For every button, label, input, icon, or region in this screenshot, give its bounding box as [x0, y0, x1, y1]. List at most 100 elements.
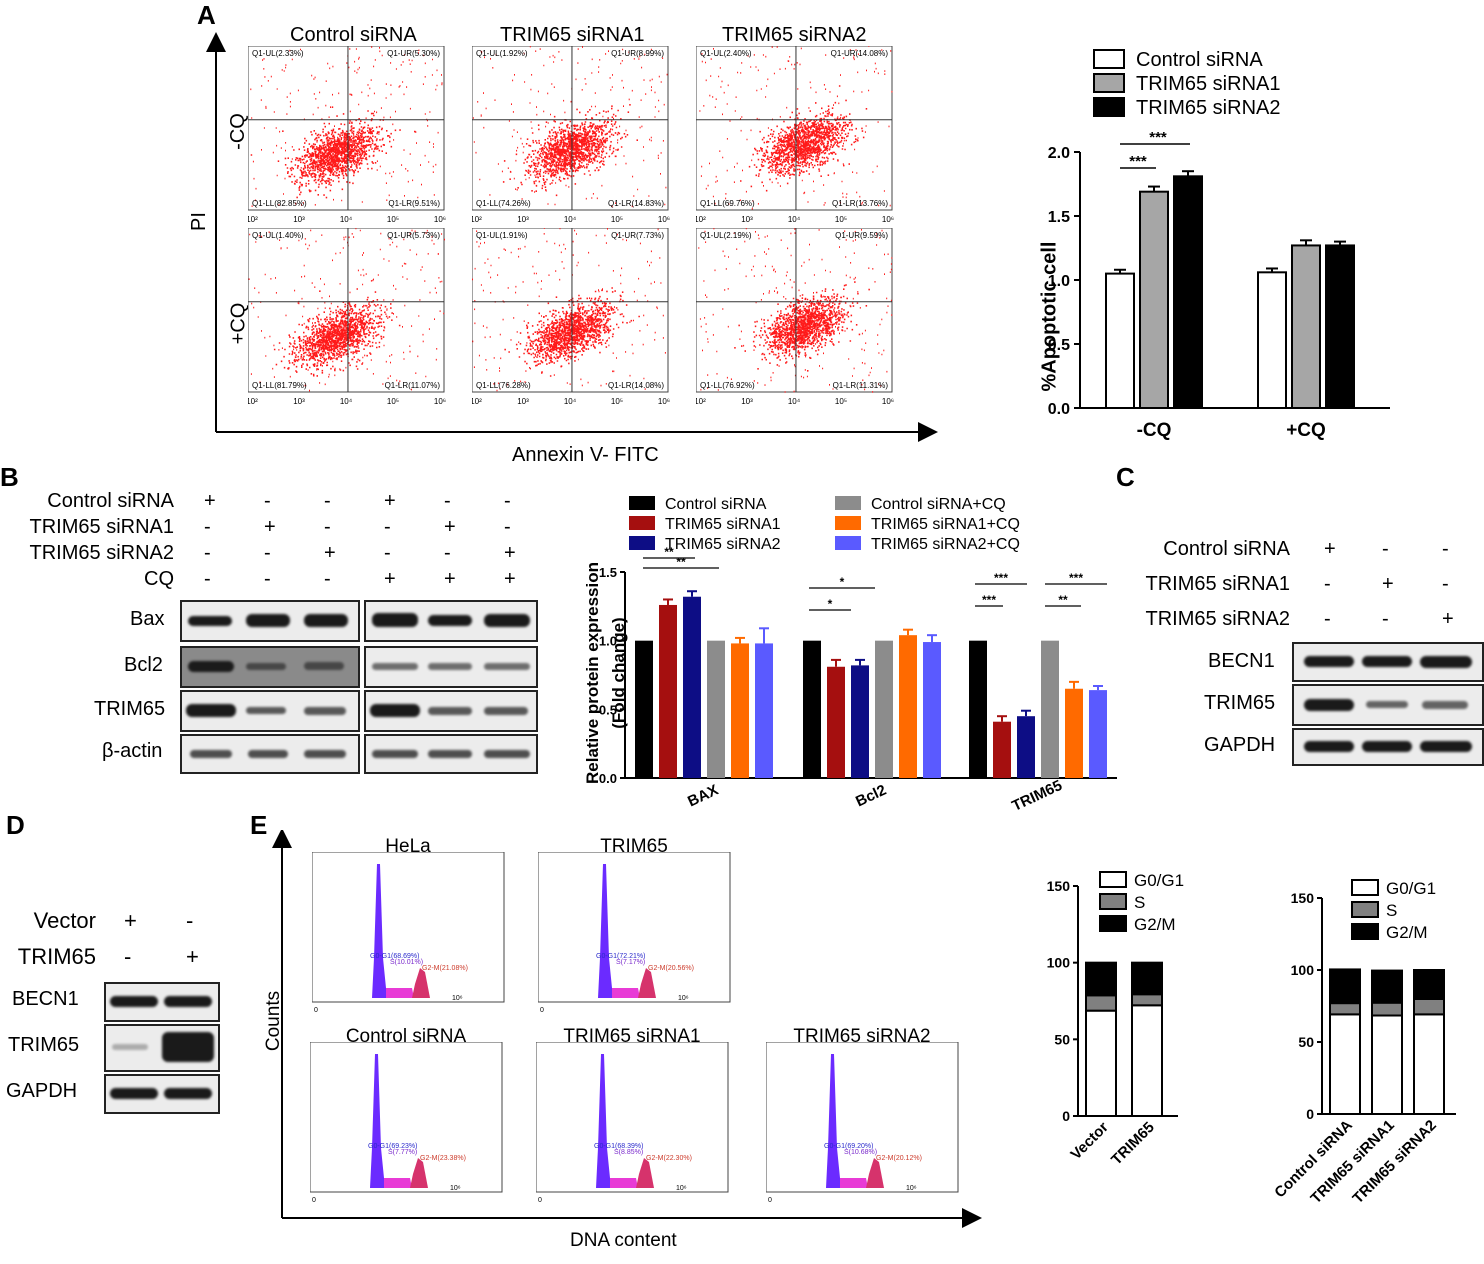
x-tick: 10²	[696, 397, 706, 406]
bar-control-sirna	[969, 640, 987, 778]
s-phase	[386, 988, 414, 998]
quadrant-lr: Q1-LR(9.51%)	[388, 199, 440, 208]
legend-label: G0/G1	[1134, 871, 1184, 890]
quadrant-ur: Q1-UR(7.73%)	[611, 231, 664, 240]
col-title-sirna1: TRIM65 siRNA1	[500, 24, 645, 46]
g2-peak	[636, 1158, 654, 1188]
x-tick: 10⁵	[835, 215, 847, 224]
flow-plot-svg: Q1-UL(1.92%) Q1-UR(8.99%) Q1-LL(74.26%) Q1-…	[457, 45, 670, 224]
x-category-label: TRIM65	[1009, 777, 1065, 815]
stack-g0-g1	[1131, 1004, 1163, 1117]
flow-events	[699, 45, 893, 210]
quadrant-ul: Q1-UL(2.33%)	[252, 49, 304, 58]
treatment-mark: +	[384, 568, 396, 590]
stack-g2-m	[1131, 961, 1163, 996]
g1-label: G0-G1(72.21%)	[596, 953, 645, 960]
y-tick-label: 2.0	[1048, 145, 1070, 162]
stack-s	[1371, 1001, 1403, 1017]
flow-plot: Q1-UL(2.33%) Q1-UR(5.30%) Q1-LL(82.85%) Q1-…	[233, 45, 446, 230]
bar-trim65-sirna2-cq	[923, 642, 941, 778]
x-category-label: Bcl2	[853, 782, 889, 811]
x-tick: 10⁴	[788, 215, 801, 224]
flow-plot-svg: Q1-UL(2.19%) Q1-UR(9.59%) Q1-LL(76.92%) Q1-…	[681, 227, 894, 406]
bar-trim65-sirna1	[993, 721, 1011, 778]
panel-e-cellcycle: Counts DNA content HeLa G0-G1(68.69%) S(10…	[250, 828, 990, 1259]
g2-label: G2-M(20.56%)	[648, 965, 694, 972]
col-title-sirna2: TRIM65 siRNA2	[722, 24, 867, 46]
treatment-label: TRIM65 siRNA1	[29, 516, 174, 538]
dna-axis-label: DNA content	[570, 1230, 677, 1251]
bar-control-sirna	[1257, 271, 1287, 409]
blot-bax-right	[364, 600, 538, 642]
quadrant-ur: Q1-UR(8.99%)	[611, 49, 664, 58]
bar-trim65-sirna2	[1325, 244, 1355, 409]
treatment-mark: -	[264, 568, 271, 590]
apoptosis-ylabel: %Apoptotic cell	[1038, 241, 1061, 392]
x-tick: 10⁵	[611, 215, 623, 224]
sig-label: *	[828, 597, 833, 611]
treatment-mark: +	[1442, 608, 1454, 630]
treatment-mark: -	[124, 944, 132, 969]
protein-chart: 0.0 0.5 1.0 1.5 BAX Bcl2 TRIM65 ** ** * * *** *** ** *…	[545, 488, 1125, 818]
y-tick-label: 1.5	[599, 565, 617, 580]
plot-frame	[471, 227, 669, 393]
panel-label-b: B	[0, 462, 19, 492]
histogram: TRIM65 siRNA1 G0-G1(68.39%) S(8.85%) G2-M(2…	[535, 1026, 734, 1208]
x-tick: 10⁴	[340, 215, 353, 224]
s-label: S(10.68%)	[844, 1149, 877, 1156]
sig-label: **	[676, 555, 686, 569]
treatment-mark: -	[204, 568, 211, 590]
g1-peak	[370, 1054, 386, 1188]
histogram: TRIM65 siRNA2 G0-G1(69.20%) S(10.68%) G2-M(…	[765, 1026, 964, 1208]
histogram-title: TRIM65	[600, 836, 668, 857]
x-category-label: TRIM65	[1108, 1119, 1158, 1169]
d-label-gapdh: GAPDH	[6, 1080, 78, 1102]
treatment-mark: +	[1324, 538, 1336, 560]
x-tick: 10³	[293, 397, 305, 406]
x-tick: 10²	[248, 215, 258, 224]
bar-trim65-sirna1	[827, 666, 845, 778]
pi-axis-label: PI	[187, 212, 210, 231]
bar-trim65-sirna2	[851, 665, 869, 778]
g1-label: G0-G1(68.69%)	[370, 953, 419, 960]
treatment-mark: -	[384, 542, 391, 564]
histogram-title: Control siRNA	[345, 1026, 467, 1047]
sig-label: ***	[1149, 129, 1167, 146]
panel-label-a: A	[197, 0, 216, 30]
treatment-label: TRIM65	[17, 944, 96, 969]
legend-label: TRIM65 siRNA2+CQ	[871, 536, 1020, 553]
x-tick: 10⁶	[434, 397, 446, 406]
blot-label-trim65: TRIM65	[94, 698, 166, 720]
panel-label-d: D	[6, 810, 25, 840]
quadrant-ur: Q1-UR(14.08%)	[831, 49, 889, 58]
sig-label: ***	[1069, 571, 1083, 585]
stack-s	[1085, 994, 1117, 1012]
stack-g0-g1	[1371, 1014, 1403, 1115]
treatment-mark: +	[1382, 573, 1394, 595]
quadrant-ur: Q1-UR(5.30%)	[387, 49, 440, 58]
x-tick: 0	[538, 1197, 542, 1204]
x-tick: 0	[540, 1007, 544, 1014]
g1-peak	[826, 1054, 842, 1188]
legend-label: Control siRNA	[1136, 49, 1263, 71]
annexin-axis-label: Annexin V- FITC	[512, 444, 659, 466]
histogram-svg: G0-G1(68.69%)S(10.01%)G2-M(21.08%) 0 10⁶	[311, 851, 505, 1014]
histogram-svg: G0-G1(69.20%)S(10.68%)G2-M(20.12%) 0 10⁶	[765, 1041, 959, 1204]
x-tick: 10⁶	[452, 995, 463, 1002]
flow-plot-svg: Q1-UL(1.91%) Q1-UR(7.73%) Q1-LL(76.28%) Q1-…	[457, 227, 670, 406]
blot-actin-left	[180, 734, 360, 774]
y-tick-label: 0.5	[599, 702, 617, 717]
blot-bcl2-right	[364, 646, 538, 688]
blot-bcl2-left	[180, 646, 360, 688]
treatment-mark: -	[1324, 608, 1331, 630]
stack-g0-g1	[1413, 1013, 1445, 1116]
counts-axis-label: Counts	[263, 990, 285, 1052]
flow-plot: Q1-UL(1.40%) Q1-UR(5.73%) Q1-LL(81.79%) Q1-…	[233, 227, 446, 412]
blot-trim65-left	[180, 690, 360, 732]
flow-plot-svg: Q1-UL(2.33%) Q1-UR(5.30%) Q1-LL(82.85%) Q1-…	[233, 45, 446, 224]
legend-swatch	[629, 496, 655, 510]
s-phase	[610, 1178, 638, 1188]
legend-swatch	[1351, 879, 1379, 896]
